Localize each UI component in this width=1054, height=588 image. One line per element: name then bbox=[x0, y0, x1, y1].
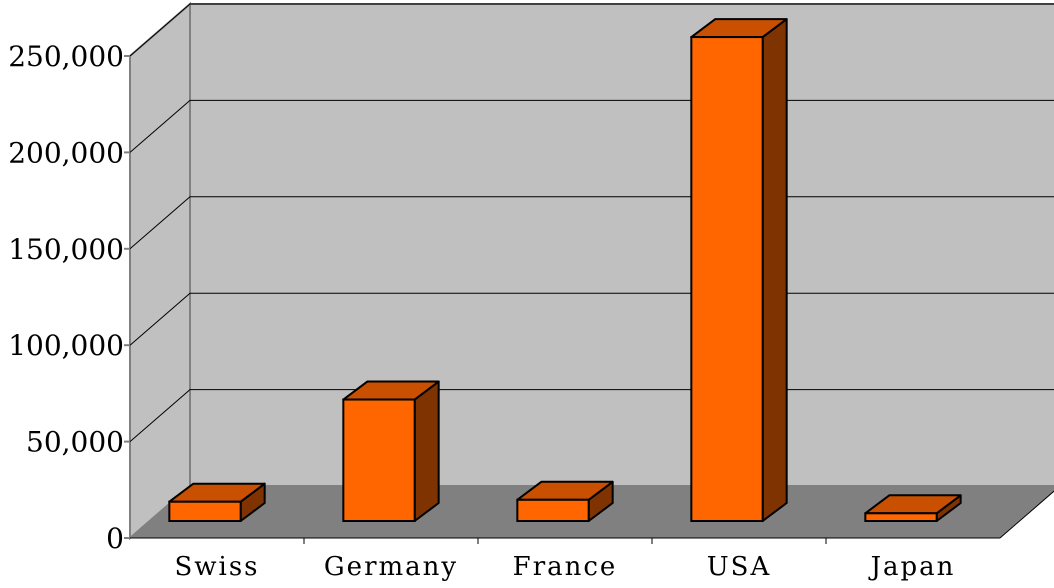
bar-side bbox=[761, 18, 788, 522]
bars bbox=[168, 18, 962, 523]
bar-front bbox=[342, 398, 416, 523]
back-wall bbox=[189, 3, 1054, 487]
bar-japan bbox=[864, 494, 962, 523]
bar-front bbox=[690, 36, 764, 523]
gridline bbox=[129, 3, 1054, 57]
x-tick-label: Japan bbox=[868, 552, 956, 582]
chart-walls bbox=[129, 1, 1054, 541]
bar-usa bbox=[690, 18, 788, 523]
y-tick-label: 100,000 bbox=[8, 329, 124, 362]
y-tick-label: 0 bbox=[106, 522, 124, 555]
bar-side bbox=[413, 380, 440, 522]
bar-germany bbox=[342, 380, 440, 523]
bar-front bbox=[516, 498, 590, 522]
bar-swiss bbox=[168, 482, 266, 523]
x-tick-label: Swiss bbox=[174, 552, 259, 582]
y-tick-label: 250,000 bbox=[8, 40, 124, 73]
y-tick-label: 200,000 bbox=[8, 136, 124, 169]
bar-front bbox=[168, 500, 242, 523]
x-tick-label: USA bbox=[707, 552, 772, 582]
x-tick-label: Germany bbox=[324, 552, 458, 582]
x-tick-label: France bbox=[513, 552, 618, 582]
bar-front bbox=[864, 512, 938, 523]
y-tick-label: 50,000 bbox=[26, 426, 124, 459]
y-tick-label: 150,000 bbox=[8, 233, 124, 266]
bar-france bbox=[516, 480, 614, 522]
side-wall bbox=[129, 1, 191, 541]
floor-edge bbox=[999, 490, 1054, 539]
axes: 0 50,000 100,000 150,000 200,000 250,000 Swiss… bbox=[8, 40, 1054, 582]
